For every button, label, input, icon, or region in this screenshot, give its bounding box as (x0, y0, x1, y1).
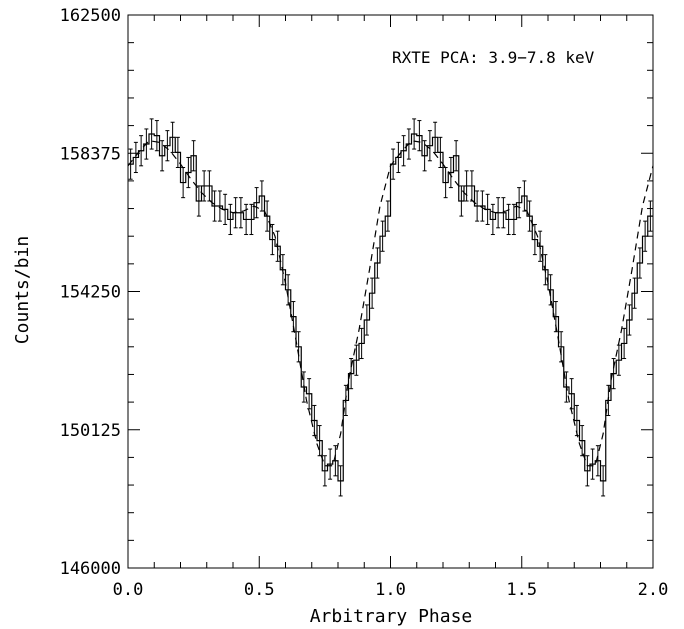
x-tick-label: 0.0 (113, 580, 144, 600)
y-tick-label: 158375 (60, 144, 121, 164)
histogram-step-line (128, 133, 653, 482)
plot-frame (127, 14, 654, 569)
x-tick-label: 0.5 (244, 580, 275, 600)
histogram-group (128, 133, 653, 482)
x-tick-label: 1.0 (375, 580, 406, 600)
plot-frame-rect (127, 14, 654, 569)
x-axis-title: Arbitrary Phase (310, 606, 473, 627)
axis-ticks (127, 14, 654, 569)
y-axis-title: Counts/bin (12, 236, 33, 344)
y-tick-label: 150125 (60, 421, 121, 441)
x-tick-label: 1.5 (506, 580, 537, 600)
y-tick-label: 154250 (60, 283, 121, 303)
x-tick-label: 2.0 (638, 580, 669, 600)
y-tick-label: 162500 (60, 6, 121, 26)
y-tick-label: 146000 (60, 559, 121, 579)
annotation-label: RXTE PCA: 3.9−7.8 keV (392, 48, 595, 67)
tick-labels-group: 0.0 0.5 1.0 1.5 2.0 146000 150125 154250 158375 1… (60, 6, 669, 600)
